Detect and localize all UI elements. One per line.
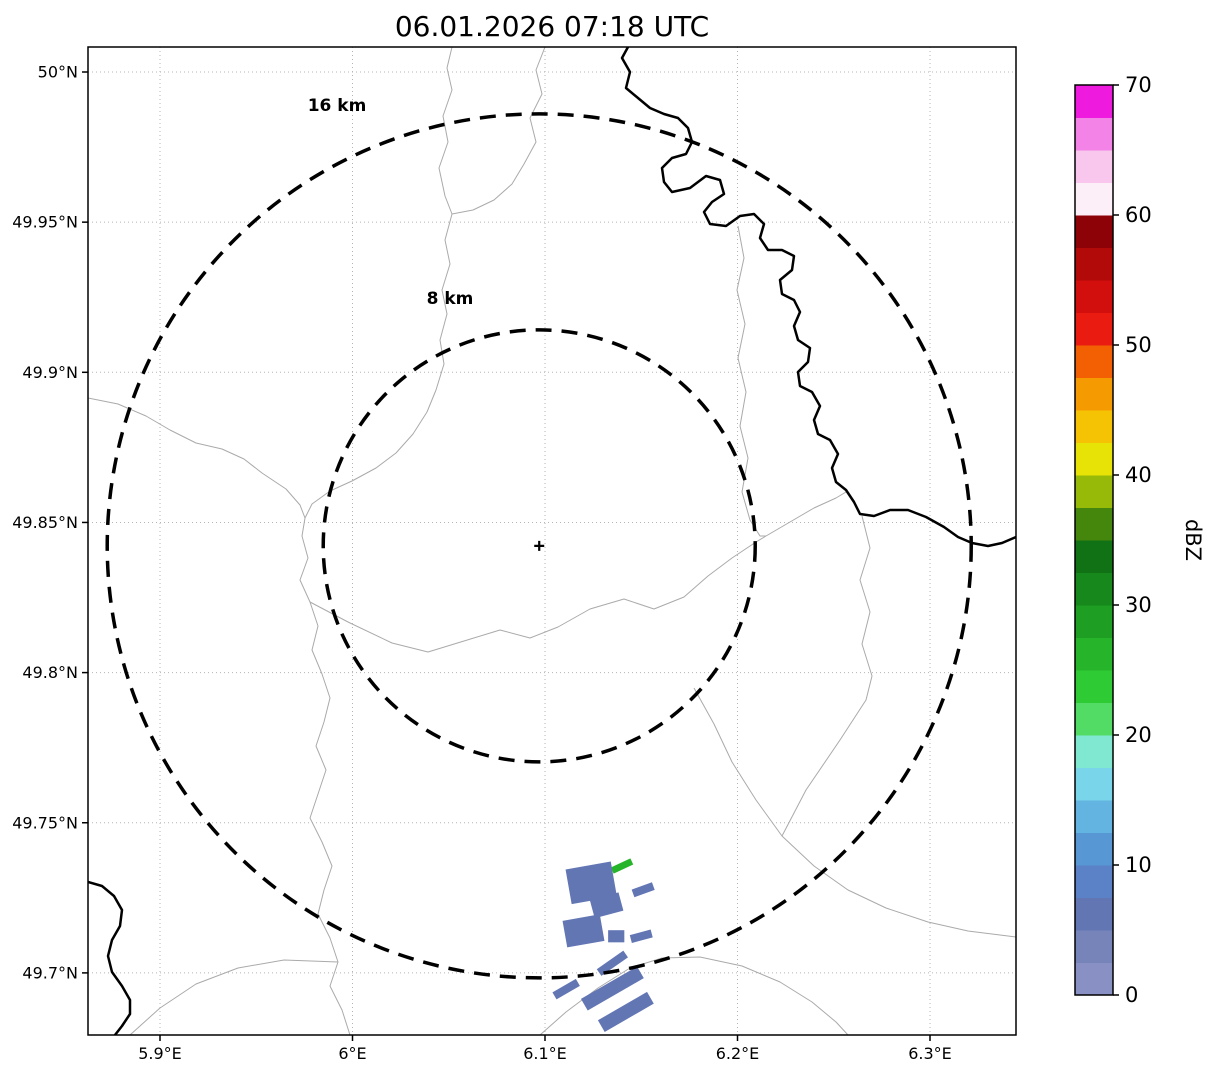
colorbar-tick-label: 20 — [1125, 723, 1152, 747]
colorbar-band — [1075, 85, 1113, 118]
x-tick-label: 6.3°E — [908, 1044, 952, 1063]
colorbar-axis-label: dBZ — [1181, 519, 1205, 561]
colorbar-band — [1075, 767, 1113, 801]
colorbar-band — [1075, 540, 1113, 573]
echo-patch — [552, 978, 580, 1000]
colorbar-band — [1075, 377, 1113, 411]
colorbar-band — [1075, 475, 1113, 508]
colorbar-band — [1075, 670, 1113, 703]
plus-marker — [534, 540, 545, 551]
echo-patch — [580, 966, 644, 1011]
colorbar-band — [1075, 442, 1113, 476]
colorbar-band — [1075, 897, 1113, 931]
colorbar-band — [1075, 507, 1113, 541]
colorbar-band — [1075, 247, 1113, 281]
country-border — [88, 47, 1016, 1035]
colorbar-band — [1075, 410, 1113, 443]
border-line — [736, 225, 766, 537]
x-tick-label: 6.2°E — [716, 1044, 760, 1063]
y-tick-label: 50°N — [38, 63, 78, 82]
colorbar-tick-label: 50 — [1125, 333, 1152, 357]
border-line — [765, 491, 847, 537]
echo-patch — [597, 991, 654, 1032]
colorbar-band — [1075, 605, 1113, 638]
colorbar-tick-label: 30 — [1125, 593, 1152, 617]
colorbar-tick-label: 40 — [1125, 463, 1152, 487]
colorbar-band — [1075, 312, 1113, 346]
colorbar-band — [1075, 800, 1113, 833]
echo-patch — [565, 861, 617, 905]
colorbar-band — [1075, 832, 1113, 866]
colorbar-band — [1075, 962, 1113, 996]
colorbar-band — [1075, 117, 1113, 151]
radar-echoes — [552, 858, 655, 1032]
border-line — [693, 687, 1016, 938]
echo-patch — [608, 930, 625, 943]
echo-patch — [562, 914, 605, 948]
x-tick-label: 6.1°E — [523, 1044, 567, 1063]
colorbar-band — [1075, 182, 1113, 216]
y-tick-label: 49.9°N — [22, 363, 78, 382]
border-line — [309, 535, 767, 653]
grid-group — [88, 47, 1016, 1035]
colorbar-band — [1075, 930, 1113, 963]
range-ring-label: 16 km — [308, 96, 367, 116]
range-ring-label: 8 km — [427, 289, 474, 309]
map-background — [88, 47, 1016, 1035]
colorbar-tick-label: 60 — [1125, 203, 1152, 227]
colorbar-band — [1075, 345, 1113, 378]
border-line — [88, 397, 306, 519]
axis-ticks: 5.9°E 6°E 6.1°E 6.2°E 6.3°E 50°N 49.95°N 49.9°N… — [12, 63, 952, 1064]
range-ring — [105, 112, 973, 980]
colorbar-band — [1075, 735, 1113, 768]
colorbar-band — [1075, 280, 1113, 313]
y-tick-label: 49.85°N — [12, 513, 78, 532]
colorbar-band — [1075, 150, 1113, 183]
colorbar-tick-label: 10 — [1125, 853, 1152, 877]
range-ring — [321, 328, 757, 764]
colorbar-band — [1075, 702, 1113, 736]
figure-title: 06.01.2026 07:18 UTC — [395, 10, 709, 43]
river-line — [88, 880, 132, 1035]
y-tick-label: 49.8°N — [22, 663, 78, 682]
echo-patch — [589, 892, 624, 919]
colorbar-band — [1075, 637, 1113, 671]
echo-patch — [596, 950, 628, 976]
river-line — [620, 47, 1016, 548]
y-tick-label: 49.75°N — [12, 813, 78, 832]
echo-patch — [610, 858, 634, 874]
echo-patch — [629, 929, 653, 943]
colorbar-tick-label: 70 — [1125, 73, 1152, 97]
colorbar-tick-label: 0 — [1125, 983, 1138, 1007]
y-tick-label: 49.95°N — [12, 213, 78, 232]
plot-border — [87, 46, 1017, 1036]
colorbar-band — [1075, 572, 1113, 606]
colorbar-band — [1075, 865, 1113, 898]
border-line — [129, 959, 339, 1035]
x-tick-label: 6°E — [338, 1044, 366, 1063]
border-line — [451, 47, 546, 215]
colorbar: 0 10 20 30 40 50 60 70 — [1074, 73, 1152, 1007]
x-tick-label: 5.9°E — [138, 1044, 182, 1063]
colorbar-outline — [1074, 84, 1114, 996]
echo-patch — [631, 882, 655, 898]
radar-center-marker — [534, 540, 545, 551]
y-tick-label: 49.7°N — [22, 963, 78, 982]
map-area: 8 km 16 km — [88, 47, 1016, 1035]
range-rings: 8 km 16 km — [105, 96, 973, 980]
border-line — [781, 515, 873, 837]
colorbar-band — [1075, 215, 1113, 248]
